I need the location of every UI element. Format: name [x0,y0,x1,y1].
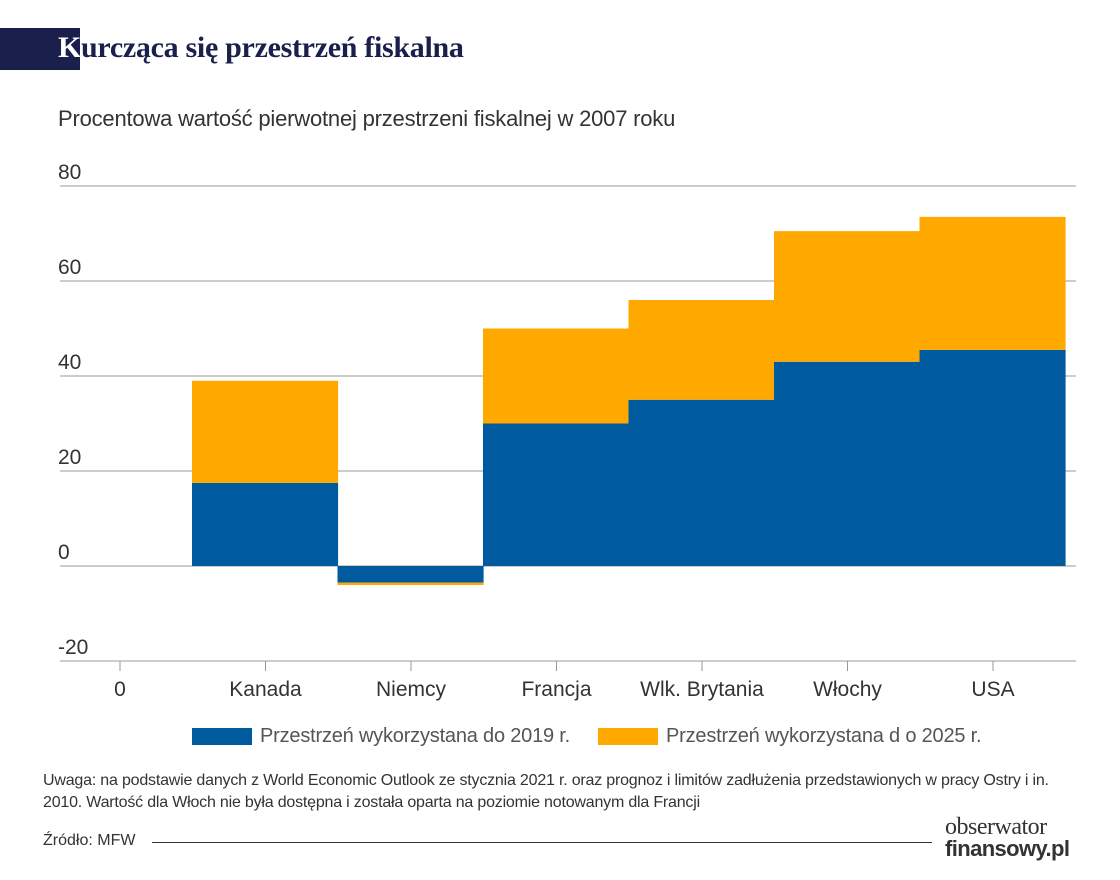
source-divider [152,842,932,843]
y-tick-label: 40 [58,351,81,374]
legend-item-2019: Przestrzeń wykorzystana do 2019 r. [192,723,570,749]
chart-subtitle: Procentowa wartość pierwotnej przestrzen… [58,106,676,131]
chart-title-rest: urcząca się przestrzeń fiskalna [81,31,464,64]
chart-title-first-letter: K [58,31,82,64]
bar-usa-2025 [919,216,1066,350]
bar-niemcy-2025 [337,582,484,585]
footnote: Uwaga: na podstawie danych z World Econo… [43,772,1049,811]
legend-label-2025: Przestrzeń wykorzystana d o 2025 r. [666,724,982,747]
bar-wlochy-2019 [774,361,921,566]
legend-swatch-2025 [598,727,658,745]
x-tick-label-niemcy: Niemcy [376,678,447,701]
bar-francja-2025 [483,328,630,424]
legend: Przestrzeń wykorzystana do 2019 r. Przes… [0,723,1120,749]
bar-francja-2019 [483,423,630,566]
x-tick-label-wlk-brytania: Wlk. Brytania [640,678,764,701]
bar-wlochy-2025 [774,231,921,362]
y-tick-label: 20 [58,446,81,469]
x-tick-label-wlochy: Włochy [813,678,882,701]
x-origin-label: 0 [114,678,126,701]
publisher-logo: obserwator finansowy.pl [945,814,1085,861]
logo-line-2: finansowy.pl [945,836,1070,861]
bar-wlk-brytania-2019 [628,399,775,566]
bar-wlk-brytania-2025 [628,300,775,400]
legend-swatch-2019 [192,727,252,745]
source-label: Źródło: MFW [43,832,136,849]
legend-label-2019: Przestrzeń wykorzystana do 2019 r. [260,724,571,747]
y-tick-label: -20 [58,636,88,659]
bar-kanada-2019 [192,482,339,566]
bar-niemcy-2019 [337,566,484,583]
title-accent-bar [0,28,80,70]
bar-kanada-2025 [192,380,339,483]
legend-item-2025: Przestrzeń wykorzystana d o 2025 r. [598,723,982,749]
bar-usa-2019 [919,349,1066,566]
x-tick-label-francja: Francja [521,678,591,701]
x-tick-label-kanada: Kanada [229,678,302,701]
y-tick-label: 60 [58,256,81,279]
x-tick-label-usa: USA [971,678,1014,701]
y-tick-label: 0 [58,541,70,564]
logo-line-1: obserwator [945,814,1047,840]
y-tick-label: 80 [58,161,81,184]
chart-title: Kurcząca się przestrzeń fiskalna [58,31,464,65]
